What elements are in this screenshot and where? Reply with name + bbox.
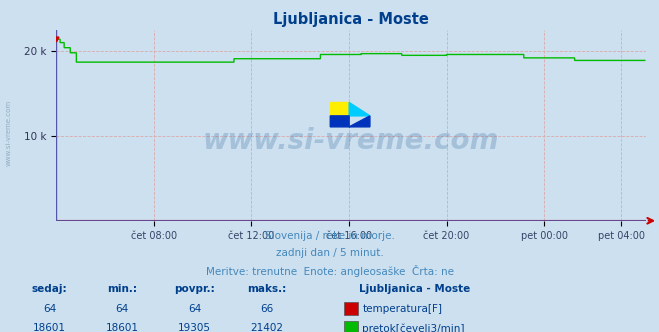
Text: www.si-vreme.com: www.si-vreme.com <box>203 126 499 155</box>
Text: 21402: 21402 <box>250 323 283 332</box>
Text: temperatura[F]: temperatura[F] <box>362 304 442 314</box>
Text: min.:: min.: <box>107 284 137 294</box>
Text: zadnji dan / 5 minut.: zadnji dan / 5 minut. <box>275 248 384 258</box>
Text: pretok[čevelj3/min]: pretok[čevelj3/min] <box>362 323 465 332</box>
Text: 64: 64 <box>115 304 129 314</box>
Text: Slovenija / reke in morje.: Slovenija / reke in morje. <box>264 231 395 241</box>
Polygon shape <box>330 116 370 127</box>
Title: Ljubljanica - Moste: Ljubljanica - Moste <box>273 12 429 27</box>
Text: povpr.:: povpr.: <box>174 284 215 294</box>
Text: 18601: 18601 <box>33 323 66 332</box>
Text: sedaj:: sedaj: <box>32 284 67 294</box>
Text: 19305: 19305 <box>178 323 211 332</box>
Text: 64: 64 <box>188 304 201 314</box>
Text: 66: 66 <box>260 304 273 314</box>
Text: Ljubljanica - Moste: Ljubljanica - Moste <box>359 284 471 294</box>
Text: Meritve: trenutne  Enote: angleosaške  Črta: ne: Meritve: trenutne Enote: angleosaške Črt… <box>206 265 453 277</box>
Text: 18601: 18601 <box>105 323 138 332</box>
Text: www.si-vreme.com: www.si-vreme.com <box>5 100 12 166</box>
Polygon shape <box>330 102 349 116</box>
Polygon shape <box>349 102 370 116</box>
Text: 64: 64 <box>43 304 56 314</box>
Text: maks.:: maks.: <box>247 284 287 294</box>
